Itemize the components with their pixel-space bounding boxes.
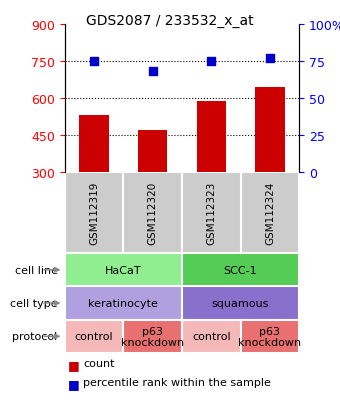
FancyBboxPatch shape <box>123 320 182 353</box>
FancyBboxPatch shape <box>65 287 182 320</box>
FancyBboxPatch shape <box>65 254 182 287</box>
Point <box>208 58 214 65</box>
Text: GSM112323: GSM112323 <box>206 181 216 244</box>
Point <box>91 59 97 66</box>
Text: cell type: cell type <box>10 298 57 308</box>
Text: protocol: protocol <box>12 332 57 342</box>
Text: keratinocyte: keratinocyte <box>88 298 158 308</box>
Point <box>267 56 273 62</box>
Bar <box>197 102 226 172</box>
FancyBboxPatch shape <box>65 172 123 254</box>
Text: ■: ■ <box>68 377 80 389</box>
Bar <box>255 88 285 172</box>
FancyBboxPatch shape <box>240 320 299 353</box>
Text: cell line: cell line <box>15 265 57 275</box>
Text: HaCaT: HaCaT <box>105 265 141 275</box>
Text: GSM112320: GSM112320 <box>148 181 157 244</box>
Text: ■: ■ <box>68 358 80 371</box>
Text: percentile rank within the sample: percentile rank within the sample <box>83 377 271 387</box>
Point <box>150 68 155 75</box>
Text: control: control <box>74 332 113 342</box>
Text: count: count <box>83 358 115 368</box>
Text: control: control <box>192 332 231 342</box>
Text: GSM112319: GSM112319 <box>89 181 99 244</box>
FancyBboxPatch shape <box>240 172 299 254</box>
FancyBboxPatch shape <box>182 320 240 353</box>
FancyBboxPatch shape <box>182 172 240 254</box>
Text: GSM112324: GSM112324 <box>265 181 275 244</box>
Bar <box>79 116 108 172</box>
FancyBboxPatch shape <box>65 320 123 353</box>
Text: SCC-1: SCC-1 <box>224 265 257 275</box>
Text: p63
knockdown: p63 knockdown <box>238 326 302 347</box>
Text: GDS2087 / 233532_x_at: GDS2087 / 233532_x_at <box>86 14 254 28</box>
FancyBboxPatch shape <box>182 287 299 320</box>
Text: p63
knockdown: p63 knockdown <box>121 326 184 347</box>
FancyBboxPatch shape <box>182 254 299 287</box>
Text: squamous: squamous <box>212 298 269 308</box>
FancyBboxPatch shape <box>123 172 182 254</box>
Bar <box>138 131 167 172</box>
